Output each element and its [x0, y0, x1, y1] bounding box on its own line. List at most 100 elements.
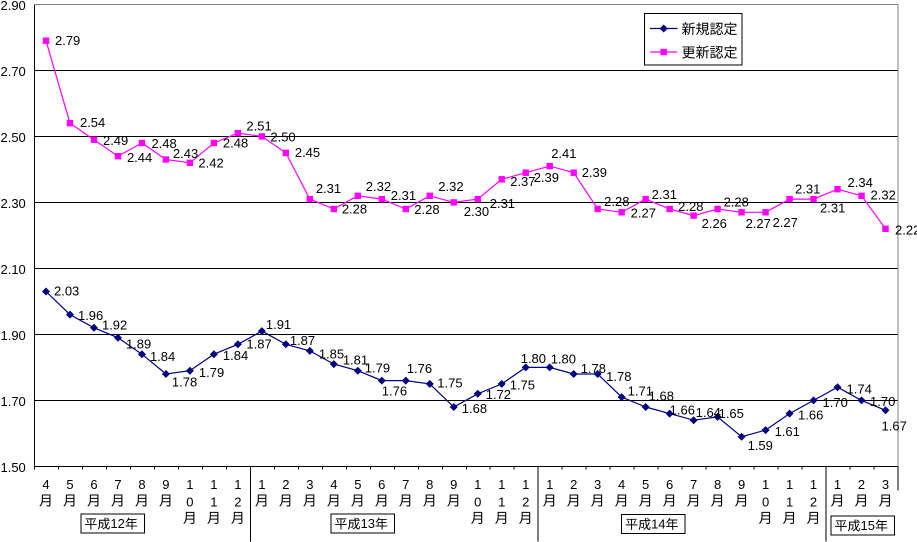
svg-text:1.81: 1.81: [343, 353, 368, 368]
svg-text:2.26: 2.26: [702, 216, 727, 231]
svg-text:2.39: 2.39: [534, 170, 559, 185]
svg-text:1: 1: [210, 477, 217, 492]
svg-text:2.32: 2.32: [871, 187, 896, 202]
svg-text:1: 1: [210, 494, 217, 509]
svg-text:2.32: 2.32: [438, 179, 463, 194]
svg-text:8: 8: [138, 477, 145, 492]
svg-text:1.75: 1.75: [510, 378, 535, 393]
svg-text:1.78: 1.78: [606, 369, 631, 384]
svg-text:1.66: 1.66: [798, 408, 823, 423]
svg-text:2.27: 2.27: [773, 215, 798, 230]
svg-text:2.49: 2.49: [103, 133, 128, 148]
svg-text:2.28: 2.28: [724, 195, 749, 210]
svg-text:2.28: 2.28: [678, 199, 703, 214]
svg-text:2.27: 2.27: [631, 205, 656, 220]
svg-text:2: 2: [282, 477, 289, 492]
svg-text:1.61: 1.61: [775, 424, 800, 439]
svg-text:2.50: 2.50: [270, 130, 295, 145]
svg-text:1.67: 1.67: [882, 418, 907, 433]
svg-text:1: 1: [498, 477, 505, 492]
svg-text:2.10: 2.10: [0, 262, 25, 277]
svg-text:1: 1: [786, 477, 793, 492]
svg-text:1.89: 1.89: [126, 336, 151, 351]
svg-text:5: 5: [66, 477, 73, 492]
svg-text:2.30: 2.30: [464, 204, 489, 219]
svg-text:1.84: 1.84: [223, 348, 248, 363]
svg-text:1.79: 1.79: [199, 365, 224, 380]
svg-text:2.79: 2.79: [55, 33, 80, 48]
svg-text:2.48: 2.48: [151, 136, 176, 151]
svg-text:1.80: 1.80: [551, 352, 576, 367]
svg-text:2.41: 2.41: [551, 146, 576, 161]
svg-text:1.91: 1.91: [266, 317, 291, 332]
svg-text:5: 5: [354, 477, 361, 492]
svg-text:1.84: 1.84: [150, 349, 175, 364]
svg-text:9: 9: [450, 477, 457, 492]
svg-text:2: 2: [570, 477, 577, 492]
svg-text:1.72: 1.72: [486, 387, 511, 402]
svg-text:3: 3: [882, 477, 889, 492]
svg-text:8: 8: [426, 477, 433, 492]
svg-text:15: 15: [860, 518, 874, 533]
svg-text:2.45: 2.45: [295, 145, 320, 160]
svg-text:2.48: 2.48: [223, 136, 248, 151]
svg-text:1.76: 1.76: [382, 384, 407, 399]
svg-text:1.70: 1.70: [870, 394, 895, 409]
svg-text:1.50: 1.50: [0, 460, 25, 475]
svg-text:2.31: 2.31: [391, 188, 416, 203]
svg-text:2: 2: [522, 494, 529, 509]
svg-text:1.65: 1.65: [719, 406, 744, 421]
svg-text:1: 1: [834, 477, 841, 492]
svg-text:1: 1: [522, 477, 529, 492]
svg-text:9: 9: [162, 477, 169, 492]
svg-text:2.28: 2.28: [604, 194, 629, 209]
svg-text:1.78: 1.78: [581, 361, 606, 376]
svg-text:3: 3: [594, 477, 601, 492]
svg-text:0: 0: [762, 494, 769, 509]
svg-text:2.34: 2.34: [848, 175, 873, 190]
svg-text:1: 1: [186, 477, 193, 492]
svg-text:2: 2: [234, 494, 241, 509]
svg-text:1.78: 1.78: [172, 375, 197, 390]
svg-text:2.31: 2.31: [652, 187, 677, 202]
svg-text:1.64: 1.64: [696, 405, 721, 420]
svg-text:1.71: 1.71: [628, 384, 653, 399]
svg-text:1.70: 1.70: [823, 395, 848, 410]
svg-text:2.51: 2.51: [246, 119, 271, 134]
svg-text:1: 1: [810, 477, 817, 492]
svg-text:1.80: 1.80: [521, 351, 546, 366]
svg-text:2.43: 2.43: [173, 146, 198, 161]
svg-text:1.87: 1.87: [290, 333, 315, 348]
svg-text:2.37: 2.37: [510, 174, 535, 189]
svg-text:1.90: 1.90: [0, 328, 25, 343]
svg-text:2.44: 2.44: [127, 150, 152, 165]
svg-text:2.31: 2.31: [490, 196, 515, 211]
svg-text:2.32: 2.32: [366, 179, 391, 194]
svg-text:2: 2: [858, 477, 865, 492]
svg-text:7: 7: [114, 477, 121, 492]
svg-text:1: 1: [234, 477, 241, 492]
svg-text:7: 7: [690, 477, 697, 492]
svg-text:1: 1: [546, 477, 553, 492]
svg-text:2.30: 2.30: [0, 196, 25, 211]
svg-text:14: 14: [651, 516, 665, 531]
svg-text:2.28: 2.28: [414, 202, 439, 217]
svg-text:2.31: 2.31: [820, 201, 845, 216]
svg-text:0: 0: [474, 494, 481, 509]
svg-text:1: 1: [498, 494, 505, 509]
svg-text:1.68: 1.68: [649, 389, 674, 404]
svg-text:1: 1: [474, 477, 481, 492]
svg-text:8: 8: [714, 477, 721, 492]
svg-text:6: 6: [378, 477, 385, 492]
svg-text:0: 0: [186, 494, 193, 509]
svg-text:2.54: 2.54: [80, 115, 105, 130]
svg-text:1.85: 1.85: [319, 347, 344, 362]
svg-text:1.68: 1.68: [462, 401, 487, 416]
svg-text:2.03: 2.03: [54, 284, 79, 299]
svg-text:13: 13: [360, 516, 374, 531]
svg-text:12: 12: [110, 516, 124, 531]
svg-text:1.59: 1.59: [748, 438, 773, 453]
svg-text:2.70: 2.70: [0, 64, 25, 79]
svg-text:2.27: 2.27: [746, 216, 771, 231]
svg-text:4: 4: [618, 477, 625, 492]
